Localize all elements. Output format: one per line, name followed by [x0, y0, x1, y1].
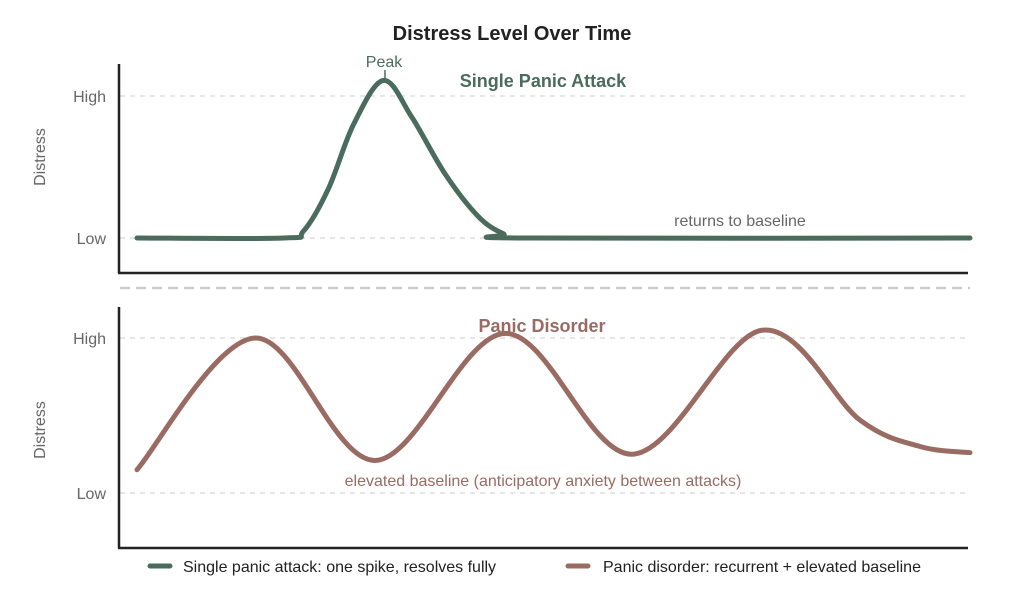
legend: Single panic attack: one spike, resolves… — [147, 559, 921, 576]
panel-single-attack: High Low Distress Single Panic Attack Pe… — [32, 54, 973, 275]
y-axis-label: Distress — [32, 128, 49, 186]
y-axis-label: Distress — [32, 401, 49, 459]
panel-title: Single Panic Attack — [460, 71, 627, 91]
y-tick-low: Low — [77, 231, 107, 248]
baseline-annotation: returns to baseline — [674, 213, 806, 230]
y-tick-low: Low — [77, 486, 107, 503]
chart-title: Distress Level Over Time — [393, 23, 632, 45]
panel-panic-disorder: High Low Distress Panic Disorder elevate… — [32, 307, 973, 550]
peak-annotation: Peak — [366, 54, 403, 71]
y-tick-high: High — [73, 331, 106, 348]
y-tick-high: High — [73, 89, 106, 106]
legend-label-panic-disorder: Panic disorder: recurrent + elevated bas… — [603, 559, 921, 576]
series-line-single-attack — [134, 77, 973, 242]
panel-title: Panic Disorder — [478, 316, 605, 336]
legend-label-single-attack: Single panic attack: one spike, resolves… — [183, 559, 496, 576]
series-line-panic-disorder — [134, 327, 973, 473]
baseline-annotation: elevated baseline (anticipatory anxiety … — [345, 473, 742, 490]
